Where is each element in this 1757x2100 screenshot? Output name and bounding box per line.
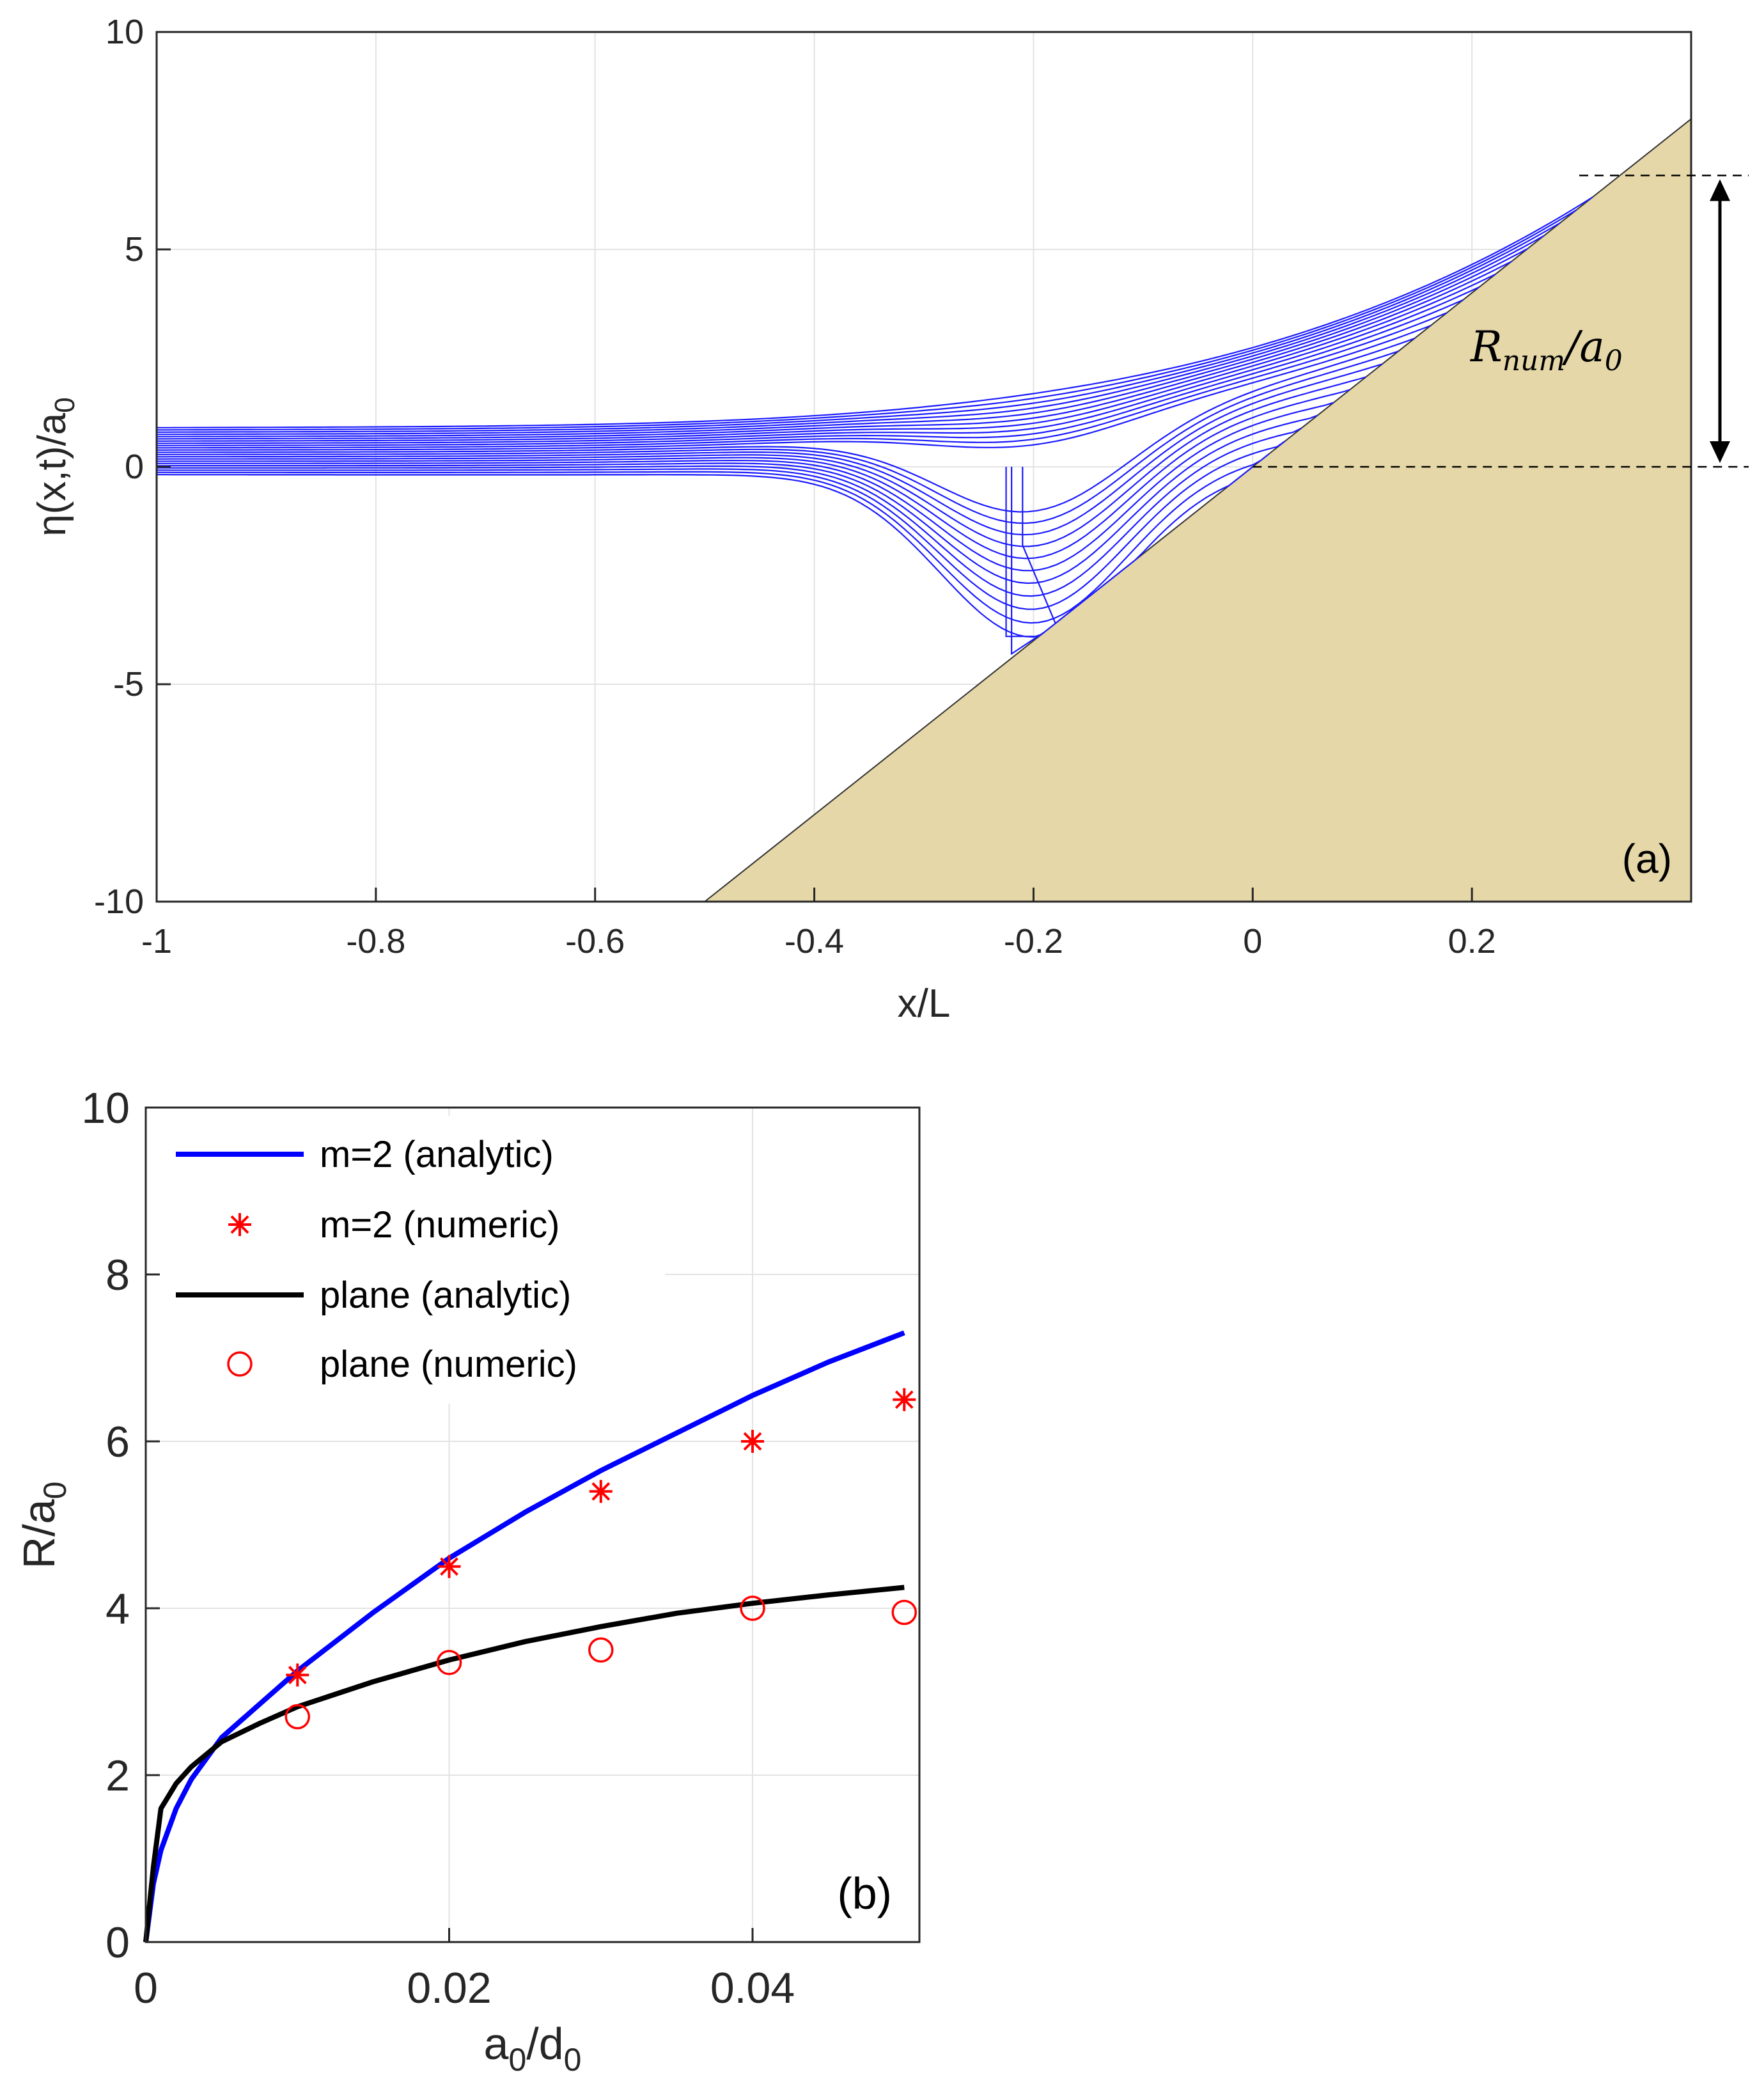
wave-profile bbox=[157, 363, 1383, 536]
wave-profile bbox=[157, 260, 1512, 440]
wave-profile bbox=[157, 402, 1334, 572]
panel-b-ylabel: R/a0 bbox=[14, 1482, 73, 1569]
y-tick-label: 2 bbox=[105, 1751, 130, 1800]
legend-label-m2-analytic: m=2 (analytic) bbox=[320, 1134, 554, 1175]
runup-arrowhead-top bbox=[1710, 179, 1730, 201]
panel-a-xlabel: x/L bbox=[898, 982, 951, 1026]
runup-annotation: Rnum/a0 bbox=[1253, 175, 1749, 468]
series-line-2 bbox=[143, 1585, 905, 1943]
legend-swatch-plane-numeric bbox=[227, 1351, 253, 1377]
panel-b-axes-box bbox=[144, 1106, 921, 1943]
y-tick-label: -5 bbox=[113, 665, 144, 703]
y-tick-label: 10 bbox=[81, 1084, 130, 1132]
wave-profile bbox=[157, 247, 1529, 437]
rundown-spike bbox=[1011, 467, 1045, 655]
y-tick-label: 8 bbox=[105, 1251, 130, 1299]
wave-profile bbox=[157, 235, 1545, 435]
panel-b: m=2 (analytic) m=2 (numeric) plane (anal… bbox=[14, 1084, 921, 2078]
star-point bbox=[589, 1480, 613, 1503]
x-tick-label: 0.04 bbox=[710, 1964, 795, 2012]
legend-label-m2-numeric: m=2 (numeric) bbox=[320, 1204, 559, 1246]
x-tick-label: 0.2 bbox=[1448, 922, 1496, 960]
wave-profile bbox=[157, 414, 1318, 584]
x-tick-label: -1 bbox=[141, 922, 172, 960]
panel-b-x-ticks: 0 0.02 0.04 bbox=[134, 1928, 795, 2012]
panel-b-series bbox=[143, 1330, 918, 1943]
wave-profile bbox=[157, 196, 1593, 428]
wave-profile bbox=[157, 209, 1577, 431]
panel-a: -1 -0.8 -0.6 -0.4 -0.2 0 0.2 -10 -5 0 5 10 x/L η(x… bbox=[30, 13, 1749, 1026]
wave-profile bbox=[157, 427, 1302, 597]
y-tick-label: 10 bbox=[105, 13, 144, 51]
runup-arrowhead-bottom bbox=[1710, 441, 1730, 463]
panel-b-tag: (b) bbox=[837, 1869, 892, 1918]
x-tick-label: 0 bbox=[1243, 922, 1262, 960]
legend-label-plane-numeric: plane (numeric) bbox=[320, 1344, 577, 1385]
wave-profile bbox=[157, 312, 1448, 449]
x-tick-label: -0.2 bbox=[1004, 922, 1063, 960]
circle-point bbox=[436, 1650, 462, 1675]
legend-label-plane-analytic: plane (analytic) bbox=[320, 1274, 571, 1316]
y-tick-label: 0 bbox=[125, 448, 144, 486]
rundown-spike bbox=[1022, 467, 1056, 624]
wave-profile bbox=[157, 222, 1561, 433]
star-point bbox=[893, 1388, 916, 1411]
y-tick-label: 4 bbox=[105, 1585, 130, 1633]
y-tick-label: -10 bbox=[94, 882, 144, 921]
wave-profile bbox=[157, 325, 1432, 451]
panel-a-ylabel: η(x,t)/a0 bbox=[30, 397, 81, 536]
panel-a-x-ticks: -1 -0.8 -0.6 -0.4 -0.2 0 0.2 bbox=[141, 888, 1496, 960]
star-point bbox=[741, 1430, 765, 1453]
series-line-0 bbox=[143, 1330, 905, 1943]
wave-profile bbox=[157, 273, 1496, 442]
runup-label: Rnum/a0 bbox=[1470, 322, 1623, 377]
y-tick-label: 6 bbox=[105, 1418, 130, 1466]
wave-profile bbox=[157, 286, 1480, 444]
circle-point bbox=[740, 1595, 765, 1621]
circle-point bbox=[588, 1637, 614, 1663]
star-point bbox=[437, 1555, 461, 1578]
legend: m=2 (analytic) m=2 (numeric) plane (anal… bbox=[176, 1134, 577, 1385]
x-tick-label: 0 bbox=[134, 1964, 158, 2012]
x-tick-label: -0.8 bbox=[346, 922, 405, 960]
legend-box bbox=[153, 1116, 665, 1404]
wave-profile bbox=[157, 376, 1366, 547]
circle-point bbox=[285, 1704, 311, 1730]
wave-profile bbox=[157, 453, 1270, 624]
wave-profile bbox=[157, 350, 1399, 524]
circle-point bbox=[891, 1599, 918, 1626]
panel-a-y-ticks: -10 -5 0 5 10 bbox=[94, 13, 171, 921]
wave-profile bbox=[157, 299, 1464, 446]
wave-profile bbox=[157, 389, 1350, 560]
rundown-spike bbox=[1005, 467, 1039, 638]
panel-b-y-ticks: 0 2 4 6 8 10 bbox=[81, 1084, 160, 1967]
wave-profile bbox=[157, 440, 1286, 610]
y-tick-label: 5 bbox=[125, 230, 144, 269]
panel-b-xlabel: a0/d0 bbox=[484, 2019, 582, 2078]
x-tick-label: 0.02 bbox=[407, 1964, 491, 2012]
legend-swatch-m2-numeric bbox=[228, 1213, 251, 1236]
y-tick-label: 0 bbox=[105, 1918, 130, 1967]
x-tick-label: -0.4 bbox=[785, 922, 844, 960]
x-tick-label: -0.6 bbox=[565, 922, 625, 960]
panel-a-tag: (a) bbox=[1622, 836, 1672, 882]
star-point bbox=[286, 1663, 309, 1687]
wave-profiles bbox=[157, 196, 1593, 655]
wave-profile bbox=[157, 338, 1415, 513]
wave-profile bbox=[157, 466, 1253, 638]
